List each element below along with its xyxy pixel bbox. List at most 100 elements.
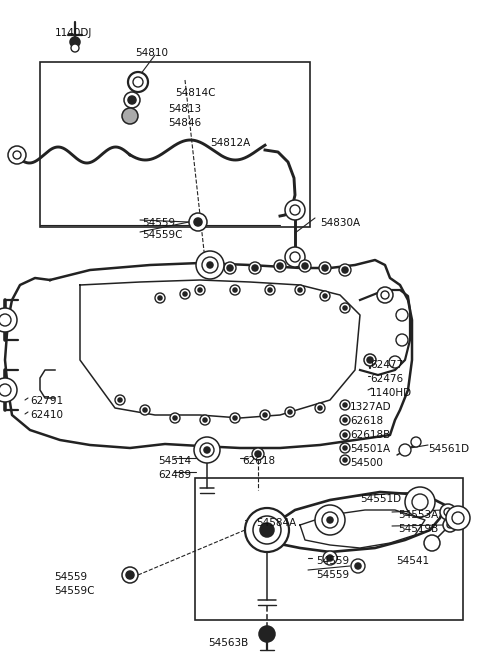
Circle shape	[198, 288, 202, 292]
Circle shape	[245, 508, 289, 552]
Text: 1327AD: 1327AD	[350, 402, 392, 412]
Text: 1140HD: 1140HD	[370, 388, 412, 398]
Text: 54846: 54846	[168, 118, 201, 128]
Circle shape	[440, 504, 456, 520]
Circle shape	[180, 289, 190, 299]
Circle shape	[196, 251, 224, 279]
Circle shape	[173, 416, 177, 420]
Circle shape	[396, 309, 408, 321]
Circle shape	[322, 265, 328, 271]
Text: 54559: 54559	[316, 556, 349, 566]
Circle shape	[343, 458, 347, 462]
Circle shape	[351, 559, 365, 573]
Circle shape	[340, 443, 350, 453]
Circle shape	[200, 415, 210, 425]
Circle shape	[122, 108, 138, 124]
Circle shape	[299, 260, 311, 272]
Circle shape	[8, 146, 26, 164]
Circle shape	[189, 213, 207, 231]
Circle shape	[204, 447, 210, 453]
Circle shape	[340, 400, 350, 410]
Text: 54812A: 54812A	[210, 138, 250, 148]
Circle shape	[233, 288, 237, 292]
Circle shape	[364, 354, 376, 366]
Circle shape	[327, 517, 333, 523]
Circle shape	[340, 415, 350, 425]
Text: 62618: 62618	[242, 456, 275, 466]
Circle shape	[340, 303, 350, 313]
Text: 62489: 62489	[158, 470, 191, 480]
Circle shape	[343, 306, 347, 310]
Circle shape	[183, 292, 187, 296]
Circle shape	[260, 410, 270, 420]
Circle shape	[158, 296, 162, 300]
Circle shape	[260, 523, 274, 537]
Circle shape	[70, 37, 80, 47]
Circle shape	[124, 92, 140, 108]
Text: 54559: 54559	[316, 570, 349, 580]
Circle shape	[155, 293, 165, 303]
Circle shape	[255, 451, 261, 457]
Circle shape	[343, 403, 347, 407]
Text: 54559: 54559	[54, 572, 87, 582]
Text: 54514: 54514	[158, 456, 191, 466]
Circle shape	[230, 413, 240, 423]
Circle shape	[412, 494, 428, 510]
Text: 62791: 62791	[30, 396, 63, 406]
Circle shape	[377, 287, 393, 303]
Circle shape	[0, 384, 11, 396]
Circle shape	[320, 291, 330, 301]
Circle shape	[343, 446, 347, 450]
Circle shape	[128, 72, 148, 92]
Text: 54813: 54813	[168, 104, 201, 114]
Circle shape	[285, 407, 295, 417]
Circle shape	[202, 257, 218, 273]
Circle shape	[405, 487, 435, 517]
Circle shape	[13, 151, 21, 159]
Circle shape	[444, 508, 452, 516]
Circle shape	[343, 433, 347, 437]
Circle shape	[71, 44, 79, 52]
Circle shape	[396, 334, 408, 346]
Circle shape	[259, 626, 275, 642]
Circle shape	[319, 262, 331, 274]
Text: 54501A: 54501A	[350, 444, 390, 454]
Circle shape	[128, 96, 136, 104]
Circle shape	[323, 551, 337, 565]
Text: 62618: 62618	[350, 416, 383, 426]
Circle shape	[227, 265, 233, 271]
Circle shape	[265, 285, 275, 295]
Circle shape	[290, 205, 300, 215]
Text: 54561D: 54561D	[428, 444, 469, 454]
Circle shape	[170, 413, 180, 423]
Circle shape	[195, 285, 205, 295]
Circle shape	[452, 512, 464, 524]
Circle shape	[203, 418, 207, 422]
Circle shape	[202, 265, 208, 271]
Text: 54559C: 54559C	[142, 230, 182, 240]
Circle shape	[298, 288, 302, 292]
Circle shape	[252, 448, 264, 460]
Circle shape	[285, 247, 305, 267]
Circle shape	[446, 506, 470, 530]
Text: 62476: 62476	[370, 374, 403, 384]
Circle shape	[118, 398, 122, 402]
Text: 54500: 54500	[350, 458, 383, 468]
Circle shape	[302, 263, 308, 269]
Circle shape	[339, 264, 351, 276]
Circle shape	[355, 563, 361, 569]
Text: 54551D: 54551D	[360, 494, 401, 504]
Circle shape	[381, 291, 389, 299]
Text: 62618B: 62618B	[350, 430, 390, 440]
Text: 54563B: 54563B	[208, 638, 248, 648]
Circle shape	[252, 265, 258, 271]
Bar	[195, 478, 463, 620]
Circle shape	[285, 200, 305, 220]
Text: 54541: 54541	[396, 556, 429, 566]
Circle shape	[230, 285, 240, 295]
Circle shape	[0, 378, 17, 402]
Text: 54830A: 54830A	[320, 218, 360, 228]
Circle shape	[143, 408, 147, 412]
Circle shape	[322, 512, 338, 528]
Circle shape	[411, 437, 421, 447]
